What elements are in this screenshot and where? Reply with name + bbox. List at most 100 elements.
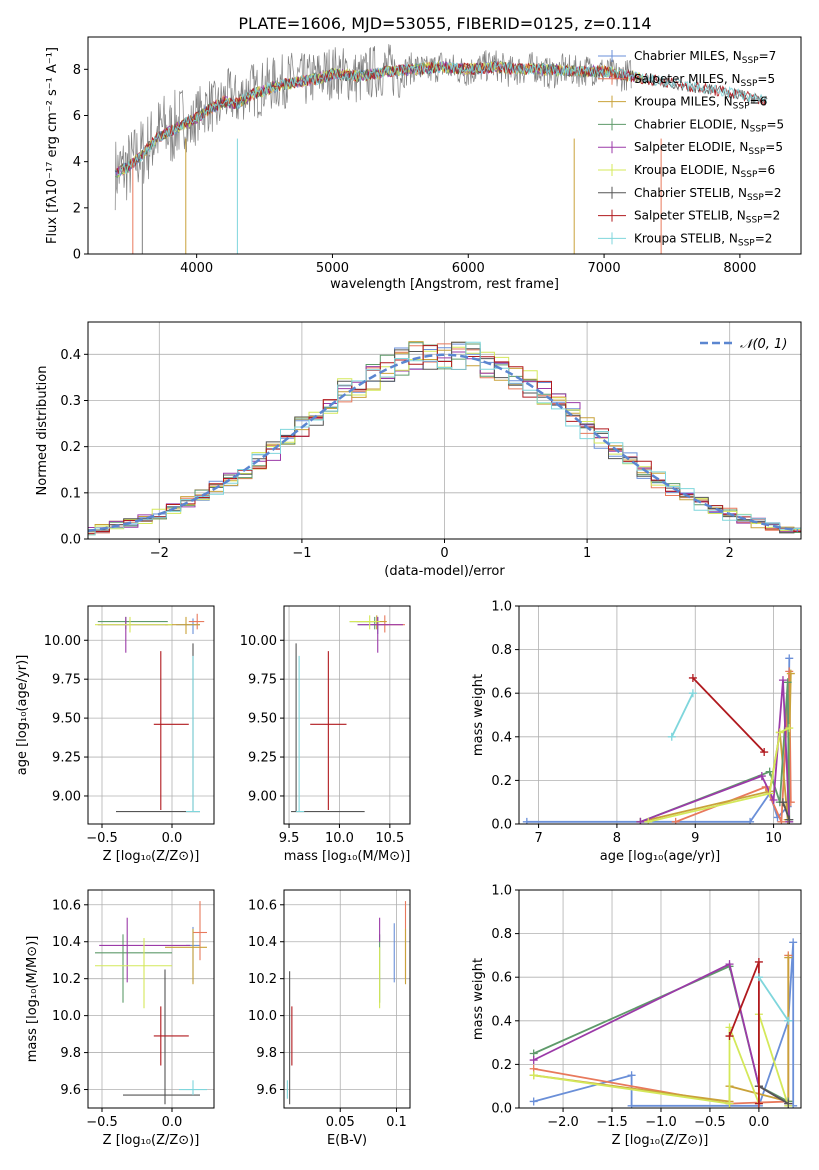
y-tick-label: 8 [73,63,81,78]
weight_vs_Z-plot [529,938,798,1108]
legend-label-end: =6 [750,95,768,109]
x-axis-label: E(B-V) [327,1133,367,1148]
y-tick-label: 0.2 [491,1058,512,1073]
mass_vs_EBV-plot [286,901,407,1105]
x-tick-label: −1 [292,546,311,561]
y-tick-label: 2 [73,201,81,216]
y-tick-label: 1.0 [491,600,512,615]
y-tick-label: 9.6 [60,1083,81,1098]
x-tick-label: 0 [440,546,448,561]
legend-label-main: Kroupa STELIB, N [634,231,738,245]
mass_vs_Z-plot [95,901,207,1105]
x-tick-label: −2.0 [547,1115,579,1130]
y-tick-label: 0.8 [491,643,512,658]
weight-marker [627,1101,636,1108]
x-tick-label: 0.05 [326,1115,355,1130]
weight-marker [784,953,793,962]
mass_vs_Z-axes: −0.5 0.0 9.6 9.8 10.0 10.2 10.4 10.6 Z [log₁₀(Z/… [25,889,215,1148]
x-tick-label: 0.0 [749,1115,770,1130]
legend-label-main: Salpeter MILES, N [634,72,741,86]
x-tick-label: 0.0 [162,1115,183,1130]
x-tick-label: 0.1 [386,1115,407,1130]
legend-label-sub: SSP [748,147,765,157]
x-tick-label: 0.0 [162,831,183,846]
weight-marker [746,817,755,824]
weight-marker [769,796,778,805]
x-tick-label: 7 [534,831,542,846]
weight-marker [671,817,680,824]
x-axis-label: age [log₁₀(age/yr)] [600,849,721,864]
weight-marker [688,673,697,682]
weight-marker [754,1099,763,1108]
x-tick-label: 9.5 [279,831,300,846]
legend-label-end: =6 [757,163,775,177]
legend-label-end: =5 [766,117,784,131]
weight-marker [789,938,798,947]
y-axis-label: age [log₁₀(age/yr)] [15,655,30,776]
x-tick-label: 7000 [588,261,621,276]
y-tick-label: 1.0 [491,884,512,899]
legend-label-sub: SSP [741,170,758,180]
weight-series-line [640,673,792,823]
weight_vs_Z-axes: −2.0 −1.5 −1.0 −0.5 0.0 0.0 0.2 0.4 0.6 0.8 1.0 Z [… [471,884,802,1148]
weight-marker [688,689,697,698]
legend-label: Kroupa ELODIE, NSSP=6 [634,163,775,180]
weight-marker [636,817,645,824]
x-tick-label: 6000 [452,261,485,276]
gaussian-legend-label: 𝒩(0, 1) [740,337,787,352]
y-tick-label: 10.2 [248,972,277,987]
y-tick-label: 9.25 [248,751,277,766]
mass_vs_Z-frame [87,889,215,1109]
weight-marker [627,1071,636,1080]
weight-marker [644,817,653,824]
x-tick-label: 10.5 [375,831,404,846]
legend-label-end: =5 [757,72,775,86]
weight-marker [775,728,784,737]
residuals-plot [88,341,801,536]
x-tick-label: −0.5 [86,1115,118,1130]
x-axis-label: Z [log₁₀(Z/Z⊙)] [103,849,200,864]
y-tick-label: 10.6 [248,898,277,913]
weight-marker [785,724,794,733]
weight_vs_age-axes: 7 8 9 10 0.0 0.2 0.4 0.6 0.8 1.0 age [log₁₀(age/yr… [471,600,802,864]
weight-series-line [648,727,790,823]
y-tick-label: 0 [73,248,81,263]
weight-marker [754,973,763,982]
weight-marker [760,748,769,757]
x-tick-label: −2 [150,546,169,561]
weight-series-line [782,801,791,820]
weight-marker [778,798,787,807]
age_vs_Z-plot [95,613,205,813]
weight-marker [667,732,676,741]
y-tick-label: 4 [73,155,81,170]
y-tick-label: 0.3 [60,394,81,409]
legend-label-sub: SSP [750,124,767,134]
y-axis-label: mass weight [471,958,486,1040]
y-tick-label: 10.6 [52,898,81,913]
y-tick-label: 9.8 [256,1046,277,1061]
legend-label-sub: SSP [738,238,755,248]
y-tick-label: 0.4 [60,348,81,363]
weight-marker [522,817,531,824]
x-axis-label: Z [log₁₀(Z/Z⊙)] [103,1133,200,1148]
legend-label: Chabrier STELIB, NSSP=2 [634,186,782,203]
weight-marker [765,789,774,798]
spectrum-frame [87,36,802,255]
y-tick-label: 0.1 [60,486,81,501]
weight-marker [765,767,774,776]
weight-series-line [670,692,694,738]
figure-title: PLATE=1606, MJD=53055, FIBERID=0125, z=0… [238,14,651,33]
x-tick-label: 1 [583,546,591,561]
y-tick-label: 9.00 [248,789,277,804]
y-tick-label: 0.6 [491,687,512,702]
legend-label-end: =7 [759,49,777,63]
legend-label: Kroupa MILES, NSSP=6 [634,95,767,112]
weight-marker [786,669,795,678]
weight-marker [778,676,787,685]
y-tick-label: 0.4 [491,1014,512,1029]
weight-marker [529,1056,538,1065]
y-axis-label: Flux [fλ10⁻¹⁷ erg cm⁻² s⁻¹ A⁻¹] [45,47,60,244]
y-axis-label: Normed distribution [35,366,50,496]
legend-label-end: =5 [765,140,783,154]
